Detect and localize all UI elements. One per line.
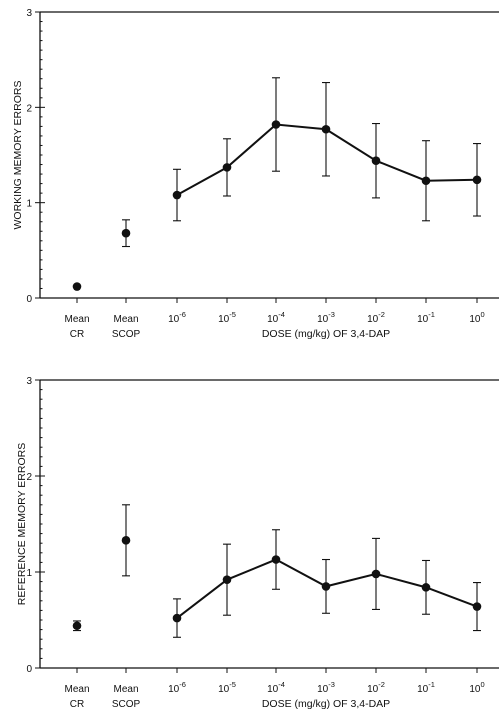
y-axis-title: REFERENCE MEMORY ERRORS (16, 443, 28, 605)
dose-tick-exponent: -3 (328, 680, 335, 689)
dose-tick-base: 10 (218, 684, 230, 695)
dose-tick-exponent: -1 (428, 680, 435, 689)
data-point (421, 176, 431, 186)
working-memory-panel: 0 1 2 3 WORKING MEMORY ERRORS Mean CR Mean SCOP 1… (12, 8, 499, 340)
data-point (172, 190, 182, 200)
dose-tick-exponent: -3 (328, 310, 335, 319)
dose-tick-label: 10-5 (218, 310, 236, 325)
reference-memory-panel: 0 1 2 3 REFERENCE MEMORY ERRORS Mean CR Mean SCO… (16, 376, 499, 710)
data-point (321, 582, 331, 591)
x-tick-label-line2: SCOP (112, 699, 141, 710)
data-point (371, 569, 381, 579)
y-tick-label: 0 (26, 664, 32, 675)
dose-tick-base: 10 (267, 684, 279, 695)
x-tick-label: Mean (64, 314, 89, 325)
y-axis-title: WORKING MEMORY ERRORS (12, 81, 24, 230)
data-point (371, 156, 381, 166)
y-tick-label: 3 (26, 376, 32, 387)
dose-tick-exponent: -5 (229, 680, 236, 689)
series-line (176, 123, 478, 196)
dose-tick-exponent: -2 (378, 680, 385, 689)
data-point (121, 536, 131, 545)
dose-tick-label: 10-1 (417, 310, 435, 325)
dose-tick-base: 10 (317, 314, 329, 325)
dose-tick-label: 10-3 (317, 310, 335, 325)
dose-tick-base: 10 (367, 684, 379, 695)
dose-tick-label: 10-4 (267, 680, 285, 695)
dose-tick-exponent: -1 (428, 310, 435, 319)
dose-tick-exponent: -6 (179, 680, 186, 689)
y-tick-label: 1 (26, 568, 32, 579)
dose-tick-base: 10 (267, 314, 279, 325)
dose-tick-base: 10 (168, 684, 180, 695)
data-point (271, 555, 281, 564)
x-tick-label-line2: CR (70, 329, 84, 340)
y-tick-label: 0 (26, 294, 32, 305)
x-tick-label-line2: CR (70, 699, 84, 710)
dose-tick-base: 10 (317, 684, 329, 695)
dose-tick-label: 10-2 (367, 680, 385, 695)
dose-tick-base: 10 (168, 314, 180, 325)
data-point (472, 602, 482, 611)
dose-tick-base: 10 (367, 314, 379, 325)
dose-tick-label: 10-6 (168, 310, 186, 325)
x-tick-label: Mean (64, 684, 89, 695)
y-tick-label: 1 (26, 199, 32, 210)
dose-tick-label: 100 (469, 310, 484, 325)
dose-tick-label: 10-1 (417, 680, 435, 695)
x-tick-label: Mean (113, 314, 138, 325)
dose-tick-base: 10 (218, 314, 230, 325)
data-point (271, 120, 281, 129)
y-tick-label: 2 (26, 472, 32, 483)
dose-tick-base: 10 (469, 684, 481, 695)
x-axis-title: DOSE (mg/kg) OF 3,4-DAP (262, 328, 390, 340)
dose-tick-base: 10 (469, 314, 481, 325)
data-point (172, 613, 182, 623)
data-point (321, 124, 331, 134)
dose-tick-exponent: 0 (480, 680, 484, 689)
dose-tick-exponent: -4 (278, 310, 285, 319)
dose-tick-label: 10-6 (168, 680, 186, 695)
y-tick-label: 3 (26, 8, 32, 19)
x-tick-label-line2: SCOP (112, 329, 141, 340)
y-tick-label: 2 (26, 103, 32, 114)
dose-tick-exponent: 0 (480, 310, 484, 319)
dose-tick-label: 10-4 (267, 310, 285, 325)
dose-tick-exponent: -6 (179, 310, 186, 319)
data-point (72, 282, 82, 291)
dose-tick-exponent: -5 (229, 310, 236, 319)
data-point (472, 175, 482, 185)
data-point (222, 163, 232, 172)
dose-tick-base: 10 (417, 684, 429, 695)
data-point (421, 583, 431, 592)
dose-tick-label: 10-3 (317, 680, 335, 695)
dose-tick-label: 100 (469, 680, 484, 695)
x-tick-label: Mean (113, 684, 138, 695)
dose-tick-label: 10-2 (367, 310, 385, 325)
dose-tick-exponent: -4 (278, 680, 285, 689)
dose-tick-exponent: -2 (378, 310, 385, 319)
data-point (121, 228, 131, 238)
data-point (222, 575, 232, 584)
x-axis-title: DOSE (mg/kg) OF 3,4-DAP (262, 698, 390, 710)
data-point (72, 621, 82, 631)
dose-tick-base: 10 (417, 314, 429, 325)
dose-tick-label: 10-5 (218, 680, 236, 695)
